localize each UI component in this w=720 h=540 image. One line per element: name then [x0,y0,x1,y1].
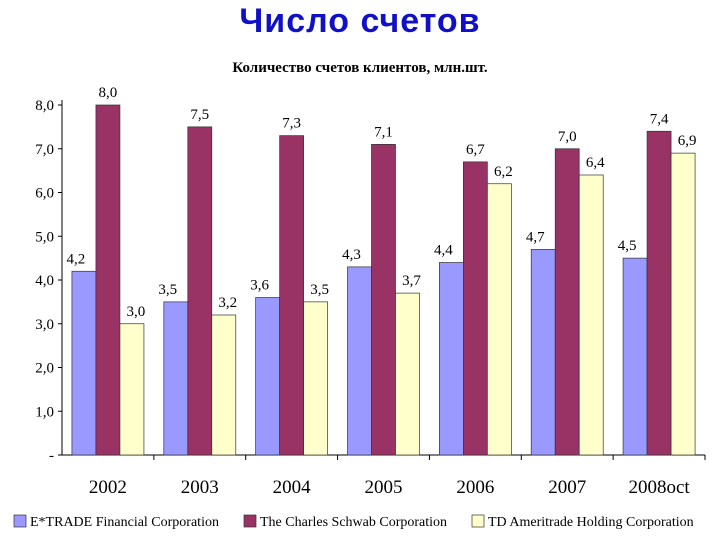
data-label: 7,1 [374,124,393,140]
chart-title: Количество счетов клиентов, млн.шт. [232,60,488,76]
page-title: Число счетов [239,2,481,40]
data-label: 7,4 [650,111,669,127]
data-label: 4,7 [526,229,545,245]
y-tick-label: 5,0 [35,229,54,245]
x-tick-label: 2002 [89,477,127,498]
data-label: 6,4 [586,155,605,171]
data-label: 3,5 [158,282,177,298]
legend-swatch [13,514,27,528]
bar-2 [187,126,213,456]
bar-1 [530,249,556,456]
data-label: 8,0 [99,85,118,101]
bar-3 [578,174,604,456]
data-label: 6,9 [678,133,697,149]
data-label: 3,0 [127,304,146,320]
data-label: 4,2 [67,251,86,267]
y-tick-label: 7,0 [35,142,54,158]
bar-1 [347,266,372,456]
legend-label: TD Ameritrade Holding Corporation [488,515,694,530]
data-label: 4,3 [342,247,361,263]
data-label: 3,5 [310,282,329,298]
legend-label: E*TRADE Financial Corporation [30,515,219,530]
data-label: 7,0 [558,129,577,145]
bar-1 [622,257,648,456]
bar-2 [646,130,672,456]
bar-2 [95,104,121,456]
data-label: 3,6 [250,278,269,294]
x-tick-label: 2007 [548,477,586,498]
y-tick-label: 4,0 [35,273,54,289]
data-label: 7,5 [190,107,209,123]
data-label: 6,2 [494,164,513,180]
y-tick-label: 1,0 [35,404,54,420]
bar-2 [279,135,304,456]
data-label: 7,3 [282,116,301,132]
y-tick-label: - [49,448,54,464]
bar-3 [303,301,328,456]
data-label: 6,7 [466,142,485,158]
y-tick-label: 6,0 [35,186,54,202]
bar-3 [395,292,420,456]
bar-3 [211,314,237,456]
bar-1 [71,270,97,456]
x-tick-label: 2005 [365,477,403,498]
y-tick-label: 3,0 [35,317,54,333]
x-tick-label: 2004 [273,477,312,498]
legend-swatch [243,514,257,528]
data-label: 4,5 [618,238,637,254]
legend-swatch [471,514,485,528]
x-tick-label: 2008oct [628,477,690,498]
data-label: 3,2 [218,295,237,311]
bar-3 [119,323,145,456]
bar-1 [255,297,280,456]
bar-3 [670,152,696,456]
x-tick-label: 2006 [456,477,494,498]
bar-2 [554,148,580,456]
data-label: 4,4 [434,243,453,259]
bar-2 [371,144,396,456]
data-label: 3,7 [402,273,421,289]
y-tick-label: 8,0 [35,98,54,114]
legend-label: The Charles Schwab Corporation [260,515,447,530]
bar-3 [487,183,512,456]
y-tick-label: 2,0 [35,361,54,377]
bar-1 [439,262,464,456]
bar-2 [463,161,488,456]
x-tick-label: 2003 [181,477,219,498]
bar-1 [163,301,189,456]
